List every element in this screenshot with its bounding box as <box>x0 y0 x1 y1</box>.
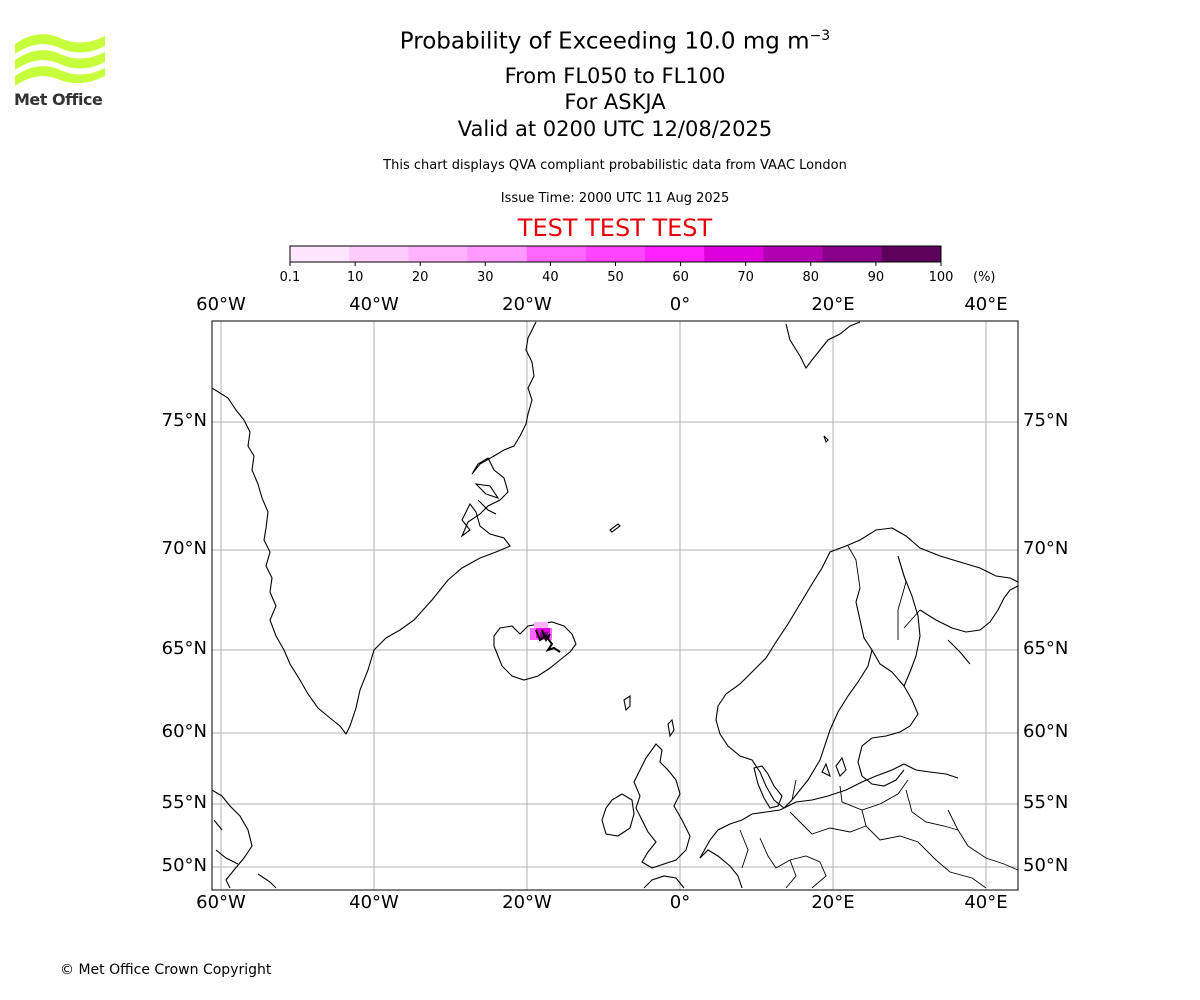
test-banner: TEST TEST TEST <box>517 214 713 242</box>
colorbar-segment <box>408 246 469 262</box>
latitude-label-right: 60°N <box>1023 721 1069 742</box>
colorbar-segment <box>763 246 824 262</box>
longitude-label-top: 40°E <box>964 294 1008 315</box>
north-america-coast <box>211 789 277 889</box>
scandinavia-coast <box>717 527 1019 707</box>
longitude-label-top: 20°W <box>502 294 552 315</box>
colorbar-segment <box>645 246 705 262</box>
chart-title-exponent: −3 <box>809 28 831 44</box>
colorbar-tick-label: 30 <box>477 270 494 285</box>
europe-coast <box>699 763 959 889</box>
chart-title-text: Probability of Exceeding 10.0 mg m <box>399 28 810 55</box>
copyright-notice: © Met Office Crown Copyright <box>60 962 272 978</box>
latitude-label-left: 70°N <box>161 538 207 559</box>
country-borders <box>739 545 1019 889</box>
greenland-coast <box>211 321 537 736</box>
longitude-label-bottom: 60°W <box>196 892 246 913</box>
valid-time: Valid at 0200 UTC 12/08/2025 <box>457 117 773 141</box>
colorbar-tick-label: 80 <box>802 270 820 285</box>
latitude-label-left: 55°N <box>161 792 207 813</box>
colorbar-segment <box>349 246 409 262</box>
svalbard-coast <box>785 321 861 370</box>
iceland-coast <box>493 621 577 681</box>
colorbar-segment <box>290 246 350 262</box>
issue-time: Issue Time: 2000 UTC 11 Aug 2025 <box>500 191 730 206</box>
met-office-logo-text: Met Office <box>14 90 103 109</box>
colorbar-tick-label: 20 <box>411 270 429 285</box>
chart-description: This chart displays QVA compliant probab… <box>383 158 847 173</box>
colorbar-tick-label: 0.1 <box>279 270 301 285</box>
latitude-label-right: 75°N <box>1023 410 1069 431</box>
colorbar-segment <box>585 246 646 262</box>
latitude-label-left: 75°N <box>161 410 207 431</box>
longitude-label-bottom: 40°W <box>349 892 399 913</box>
colorbar-tick-label: 40 <box>542 270 559 285</box>
colorbar-tick-label: 100 <box>928 270 954 285</box>
longitude-label-top: 60°W <box>196 294 246 315</box>
longitude-label-top: 20°E <box>811 294 855 315</box>
latitude-label-right: 50°N <box>1023 855 1069 876</box>
longitude-label-bottom: 40°E <box>964 892 1008 913</box>
colorbar-tick-label: 70 <box>737 270 754 285</box>
flight-levels: From FL050 to FL100 <box>504 64 726 88</box>
met-office-logo-icon <box>15 34 105 86</box>
latitude-label-left: 60°N <box>161 721 207 742</box>
latitude-label-right: 65°N <box>1023 638 1069 659</box>
longitude-label-bottom: 20°E <box>811 892 855 913</box>
latitude-label-left: 50°N <box>161 855 207 876</box>
colorbar-tick-label: 10 <box>346 270 364 285</box>
colorbar-unit: (%) <box>973 270 996 285</box>
uk-coast <box>633 743 691 869</box>
map-frame <box>211 320 1019 891</box>
longitude-label-top: 40°W <box>349 294 399 315</box>
longitude-label-bottom: 0° <box>669 892 691 913</box>
gridlines <box>212 321 1018 890</box>
colorbar-segment <box>881 246 942 262</box>
denmark-coast <box>753 765 783 809</box>
ash-probability-area <box>530 622 561 653</box>
volcano-name: For ASKJA <box>564 90 666 114</box>
colorbar-segment <box>704 246 764 262</box>
longitude-label-top: 0° <box>669 294 691 315</box>
ireland-coast <box>601 793 635 837</box>
coastlines <box>211 321 1019 889</box>
longitude-label-bottom: 20°W <box>502 892 552 913</box>
colorbar-tick-label: 60 <box>672 270 689 285</box>
colorbar <box>289 245 942 266</box>
latitude-label-right: 55°N <box>1023 792 1069 813</box>
colorbar-tick-label: 90 <box>867 270 885 285</box>
colorbar-segment <box>526 246 587 262</box>
colorbar-segment <box>467 246 528 262</box>
chart-title: Probability of Exceeding 10.0 mg m−3 <box>0 28 1200 55</box>
colorbar-segment <box>822 246 883 262</box>
colorbar-tick-label: 50 <box>607 270 624 285</box>
latitude-label-right: 70°N <box>1023 538 1069 559</box>
latitude-label-left: 65°N <box>161 638 207 659</box>
